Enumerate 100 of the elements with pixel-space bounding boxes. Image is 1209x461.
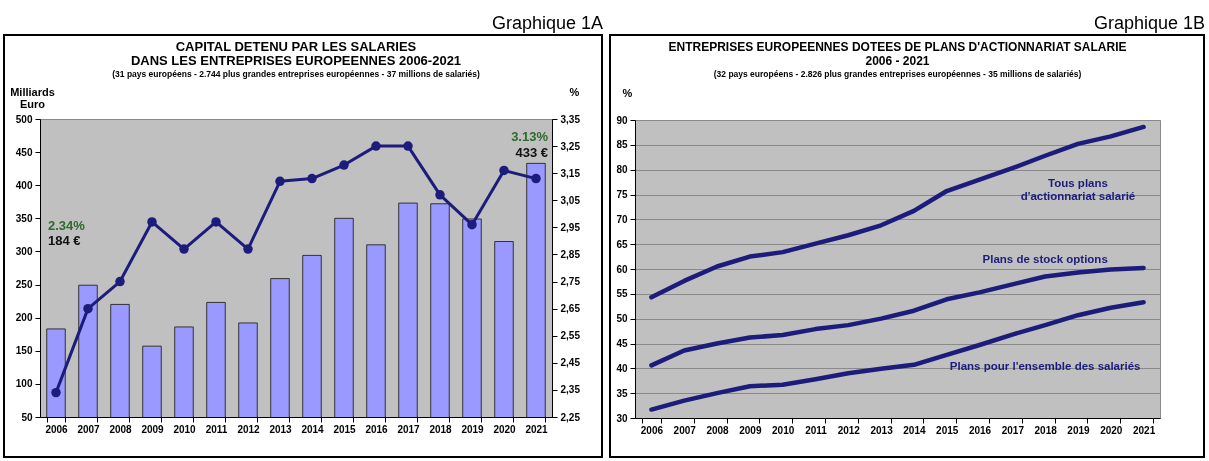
y-tick-label: 100 — [15, 378, 33, 390]
x-tick-label: 2021 — [525, 423, 549, 435]
y-axis-title: Milliards Euro — [10, 85, 55, 110]
chart-subtitle: (32 pays européens - 2.826 plus grandes entreprises européennes - 35 millions de salariés) — [713, 68, 1082, 79]
series-label: Plans de stock options — [982, 253, 1108, 266]
x-tick-label: 2009 — [141, 423, 165, 435]
y2-tick-label: 2,55 — [560, 330, 581, 342]
point — [243, 244, 253, 254]
x-tick-label: 2016 — [365, 423, 389, 435]
x-tick-label: 2012 — [837, 424, 861, 436]
series-label: Plans pour l'ensemble des salariés — [949, 360, 1141, 373]
point — [275, 176, 285, 187]
annotation: 433 € — [515, 145, 548, 161]
point — [307, 173, 317, 184]
y-tick-label: 400 — [15, 179, 33, 191]
y-tick-label: 80 — [616, 164, 628, 176]
x-tick-label: 2013 — [269, 423, 293, 435]
point — [371, 141, 381, 151]
x-tick-label: 2019 — [1067, 424, 1091, 436]
y2-tick-label: 2,35 — [560, 384, 581, 396]
y-tick-label: 35 — [616, 387, 628, 399]
y2-tick-label: 3,25 — [560, 140, 581, 152]
line-series — [649, 300, 1146, 412]
x-tick-label: 2010 — [772, 424, 795, 436]
x-tick-label: 2011 — [205, 423, 228, 435]
x-tick-label: 2015 — [333, 423, 357, 435]
x-tick-label: 2006 — [640, 424, 664, 436]
y-tick-label: 50 — [21, 411, 33, 423]
y-tick-label: 70 — [616, 213, 628, 225]
y-tick-label: 350 — [15, 212, 33, 224]
x-tick-label: 2020 — [493, 423, 517, 435]
annotation: 3.13% — [511, 128, 549, 144]
point — [147, 217, 157, 227]
x-tick-label: 2007 — [673, 424, 697, 436]
x-tick-label: 2018 — [429, 423, 453, 435]
x-tick-label: 2008 — [706, 424, 730, 436]
y2-tick-label: 3,15 — [560, 167, 581, 179]
chart-title: ENTREPRISES EUROPEENNES DOTEES DE PLANS D'ACTIONNARIAT SALARIE 2006 - 2021 — [668, 39, 1127, 68]
y2-tick-label: 3,35 — [560, 113, 581, 125]
y2-axis-title: % — [569, 85, 580, 98]
x-tick-label: 2013 — [870, 424, 894, 436]
y2-tick-label: 2,85 — [560, 248, 581, 260]
x-tick-label: 2014 — [301, 423, 325, 435]
chart-title: CAPITAL DETENU PAR LES SALARIES DANS LES ENTREPRISES EUROPEENNES 2006-2021 — [130, 38, 462, 68]
x-tick-label: 2007 — [77, 423, 101, 435]
y-tick-label: 300 — [15, 245, 33, 257]
y-tick-label: 200 — [15, 312, 33, 324]
chart-subtitle: (31 pays européens - 2.744 plus grandes entreprises européennes - 37 millions de salariés) — [112, 68, 480, 79]
y-tick-label: 45 — [616, 338, 628, 349]
y2-tick-label: 2,65 — [560, 303, 581, 315]
y2-tick-label: 3,05 — [560, 194, 581, 206]
y-tick-label: 60 — [616, 263, 628, 275]
point — [115, 276, 125, 287]
y-tick-label: 450 — [15, 146, 33, 158]
text: Graphique 1B — [1092, 12, 1205, 34]
y-tick-label: 90 — [616, 114, 628, 126]
x-tick-label: 2011 — [805, 424, 828, 436]
series-label: Tous plans d'actionnariat salarié — [1020, 176, 1136, 202]
point — [339, 160, 349, 170]
y2-tick-label: 2,45 — [560, 357, 581, 369]
annotation: 184 € — [48, 233, 81, 249]
x-tick-label: 2016 — [968, 424, 992, 436]
y-tick-label: 30 — [616, 412, 628, 424]
y-axis-title: % — [622, 86, 633, 99]
x-tick-label: 2009 — [739, 424, 762, 436]
point — [435, 190, 445, 200]
y2-tick-label: 2,95 — [560, 221, 581, 233]
x-tick-label: 2020 — [1100, 424, 1123, 436]
y-tick-label: 65 — [616, 238, 628, 250]
point — [211, 217, 221, 227]
x-tick-label: 2019 — [461, 423, 485, 435]
y-tick-label: 85 — [616, 139, 628, 151]
x-tick-label: 2008 — [109, 423, 133, 435]
line-series — [649, 124, 1146, 300]
point — [51, 387, 61, 398]
point — [403, 141, 413, 151]
point — [83, 303, 93, 314]
x-tick-label: 2017 — [397, 423, 421, 435]
y-tick-label: 250 — [15, 279, 33, 291]
x-tick-label: 2010 — [173, 423, 197, 435]
x-tick-label: 2015 — [936, 424, 959, 436]
point — [499, 165, 509, 176]
y-tick-label: 150 — [15, 345, 33, 357]
x-tick-label: 2017 — [1001, 424, 1025, 436]
point — [467, 219, 477, 230]
y2-tick-label: 2,75 — [560, 276, 581, 288]
text: Graphique 1A — [490, 12, 603, 34]
y-tick-label: 75 — [616, 189, 628, 200]
y-tick-label: 40 — [616, 362, 628, 374]
x-tick-label: 2012 — [237, 423, 261, 435]
y-tick-label: 55 — [616, 288, 628, 300]
x-tick-label: 2014 — [903, 424, 926, 436]
annotation: 2.34% — [48, 218, 86, 234]
point — [531, 173, 541, 184]
x-tick-label: 2018 — [1034, 424, 1058, 436]
y-tick-label: 500 — [15, 113, 33, 125]
x-tick-label: 2021 — [1132, 424, 1156, 436]
y2-tick-label: 2,25 — [560, 411, 581, 423]
point — [179, 244, 189, 254]
x-tick-label: 2006 — [45, 423, 69, 435]
